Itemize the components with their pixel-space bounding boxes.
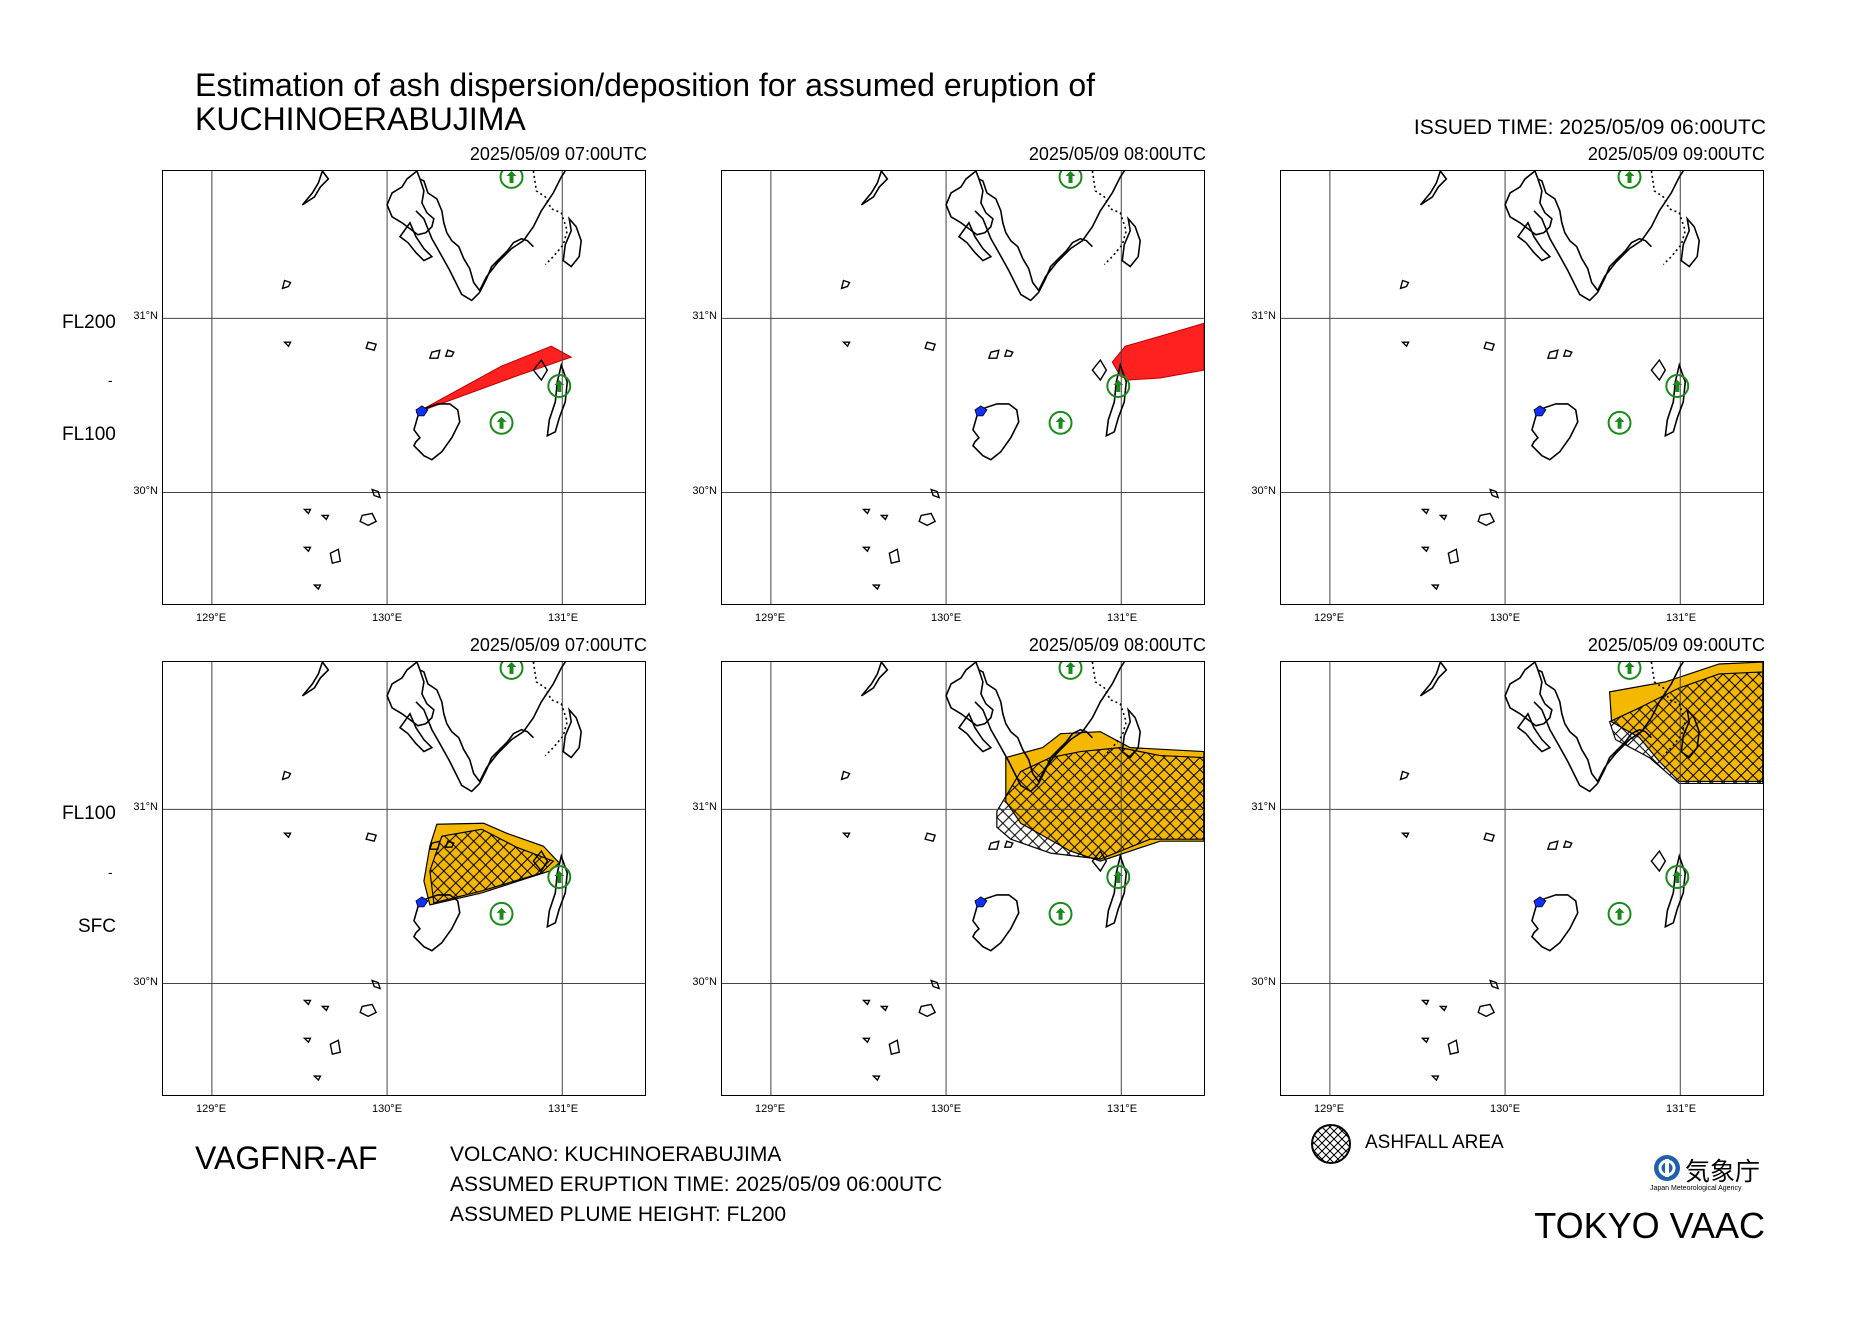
upper-level-bottom: FL100 [62, 424, 116, 445]
lon-label: 131°E [1106, 1103, 1138, 1115]
lon-label: 129°E [195, 1103, 227, 1115]
coastline [281, 662, 582, 1082]
lon-label: 130°E [930, 612, 962, 624]
coastline [1399, 171, 1700, 591]
source-vent-icon [974, 896, 988, 908]
upper-level-dash: - [108, 372, 113, 388]
lat-label: 31°N [692, 801, 717, 813]
agency-subtitle: Japan Meteorological Agency [1650, 1185, 1742, 1192]
lon-label: 131°E [1665, 1103, 1697, 1115]
map-upper-2 [721, 170, 1205, 605]
ash-area [1608, 662, 1763, 785]
volcano-marker-icon [1607, 171, 1690, 435]
lat-label: 30°N [133, 976, 158, 988]
source-vent-icon [415, 405, 429, 417]
panel-time-lower-1: 2025/05/09 07:00UTC [469, 635, 647, 655]
volcano-marker-icon [489, 662, 572, 926]
lower-level-dash: - [108, 864, 113, 880]
lower-level-top: FL100 [62, 803, 116, 824]
lon-label: 129°E [1313, 612, 1345, 624]
map-lower-2 [721, 661, 1205, 1096]
source-vent-icon [415, 896, 429, 908]
ash-area [1111, 322, 1204, 381]
lat-label: 30°N [1251, 485, 1276, 497]
ash-area [423, 822, 561, 906]
lon-label: 131°E [1665, 612, 1697, 624]
title-line-1: Estimation of ash dispersion/deposition … [195, 67, 1096, 103]
issued-time: ISSUED TIME: 2025/05/09 06:00UTC [1413, 116, 1766, 139]
lon-label: 131°E [547, 612, 579, 624]
lat-label: 30°N [133, 485, 158, 497]
lon-label: 130°E [1489, 1103, 1521, 1115]
ash-area [996, 731, 1204, 862]
map-lower-1 [162, 661, 646, 1096]
panel-time-lower-2: 2025/05/09 08:00UTC [1028, 635, 1206, 655]
source-vent-icon [1533, 896, 1547, 908]
coastline [1399, 662, 1700, 1082]
lat-label: 30°N [692, 976, 717, 988]
lon-label: 131°E [547, 1103, 579, 1115]
coastline [840, 662, 1141, 1082]
lon-label: 130°E [371, 1103, 403, 1115]
lon-label: 129°E [1313, 1103, 1345, 1115]
lon-label: 129°E [195, 612, 227, 624]
volcano-marker-icon [1048, 662, 1131, 926]
ashfall-legend-label: ASHFALL AREA [1365, 1132, 1504, 1153]
volcano-marker-icon [1048, 171, 1131, 435]
volcano-name: VOLCANO: KUCHINOERABUJIMA [450, 1143, 782, 1166]
product-code: VAGFNR-AF [195, 1140, 378, 1176]
upper-level-top: FL200 [62, 312, 116, 333]
lon-label: 130°E [371, 612, 403, 624]
lower-level-bottom: SFC [78, 916, 116, 937]
lon-label: 130°E [1489, 612, 1521, 624]
coastline [281, 171, 582, 591]
map-upper-3 [1280, 170, 1764, 605]
source-vent-icon [1533, 405, 1547, 417]
lat-label: 31°N [1251, 801, 1276, 813]
lat-label: 30°N [1251, 976, 1276, 988]
plume-height: ASSUMED PLUME HEIGHT: FL200 [450, 1203, 787, 1226]
lat-label: 30°N [692, 485, 717, 497]
jma-logo-icon [1654, 1155, 1680, 1181]
lon-label: 131°E [1106, 612, 1138, 624]
lat-label: 31°N [133, 310, 158, 322]
ashfall-legend-icon [1311, 1124, 1351, 1164]
panel-time-lower-3: 2025/05/09 09:00UTC [1587, 635, 1765, 655]
lon-label: 129°E [754, 612, 786, 624]
lat-label: 31°N [692, 310, 717, 322]
coastline [840, 171, 1141, 591]
ash-area [415, 345, 573, 414]
lon-label: 129°E [754, 1103, 786, 1115]
eruption-time: ASSUMED ERUPTION TIME: 2025/05/09 06:00U… [450, 1173, 943, 1196]
panel-time-upper-1: 2025/05/09 07:00UTC [469, 144, 647, 164]
volcano-marker-icon [489, 171, 572, 435]
title-line-2: KUCHINOERABUJIMA [195, 101, 526, 137]
panel-time-upper-3: 2025/05/09 09:00UTC [1587, 144, 1765, 164]
volcano-marker-icon [1607, 662, 1690, 926]
lat-label: 31°N [1251, 310, 1276, 322]
map-lower-3 [1280, 661, 1764, 1096]
vaac-center: TOKYO VAAC [1534, 1205, 1765, 1246]
map-upper-1 [162, 170, 646, 605]
panel-time-upper-2: 2025/05/09 08:00UTC [1028, 144, 1206, 164]
lat-label: 31°N [133, 801, 158, 813]
agency-name: 気象庁 [1685, 1158, 1761, 1186]
source-vent-icon [974, 405, 988, 417]
lon-label: 130°E [930, 1103, 962, 1115]
